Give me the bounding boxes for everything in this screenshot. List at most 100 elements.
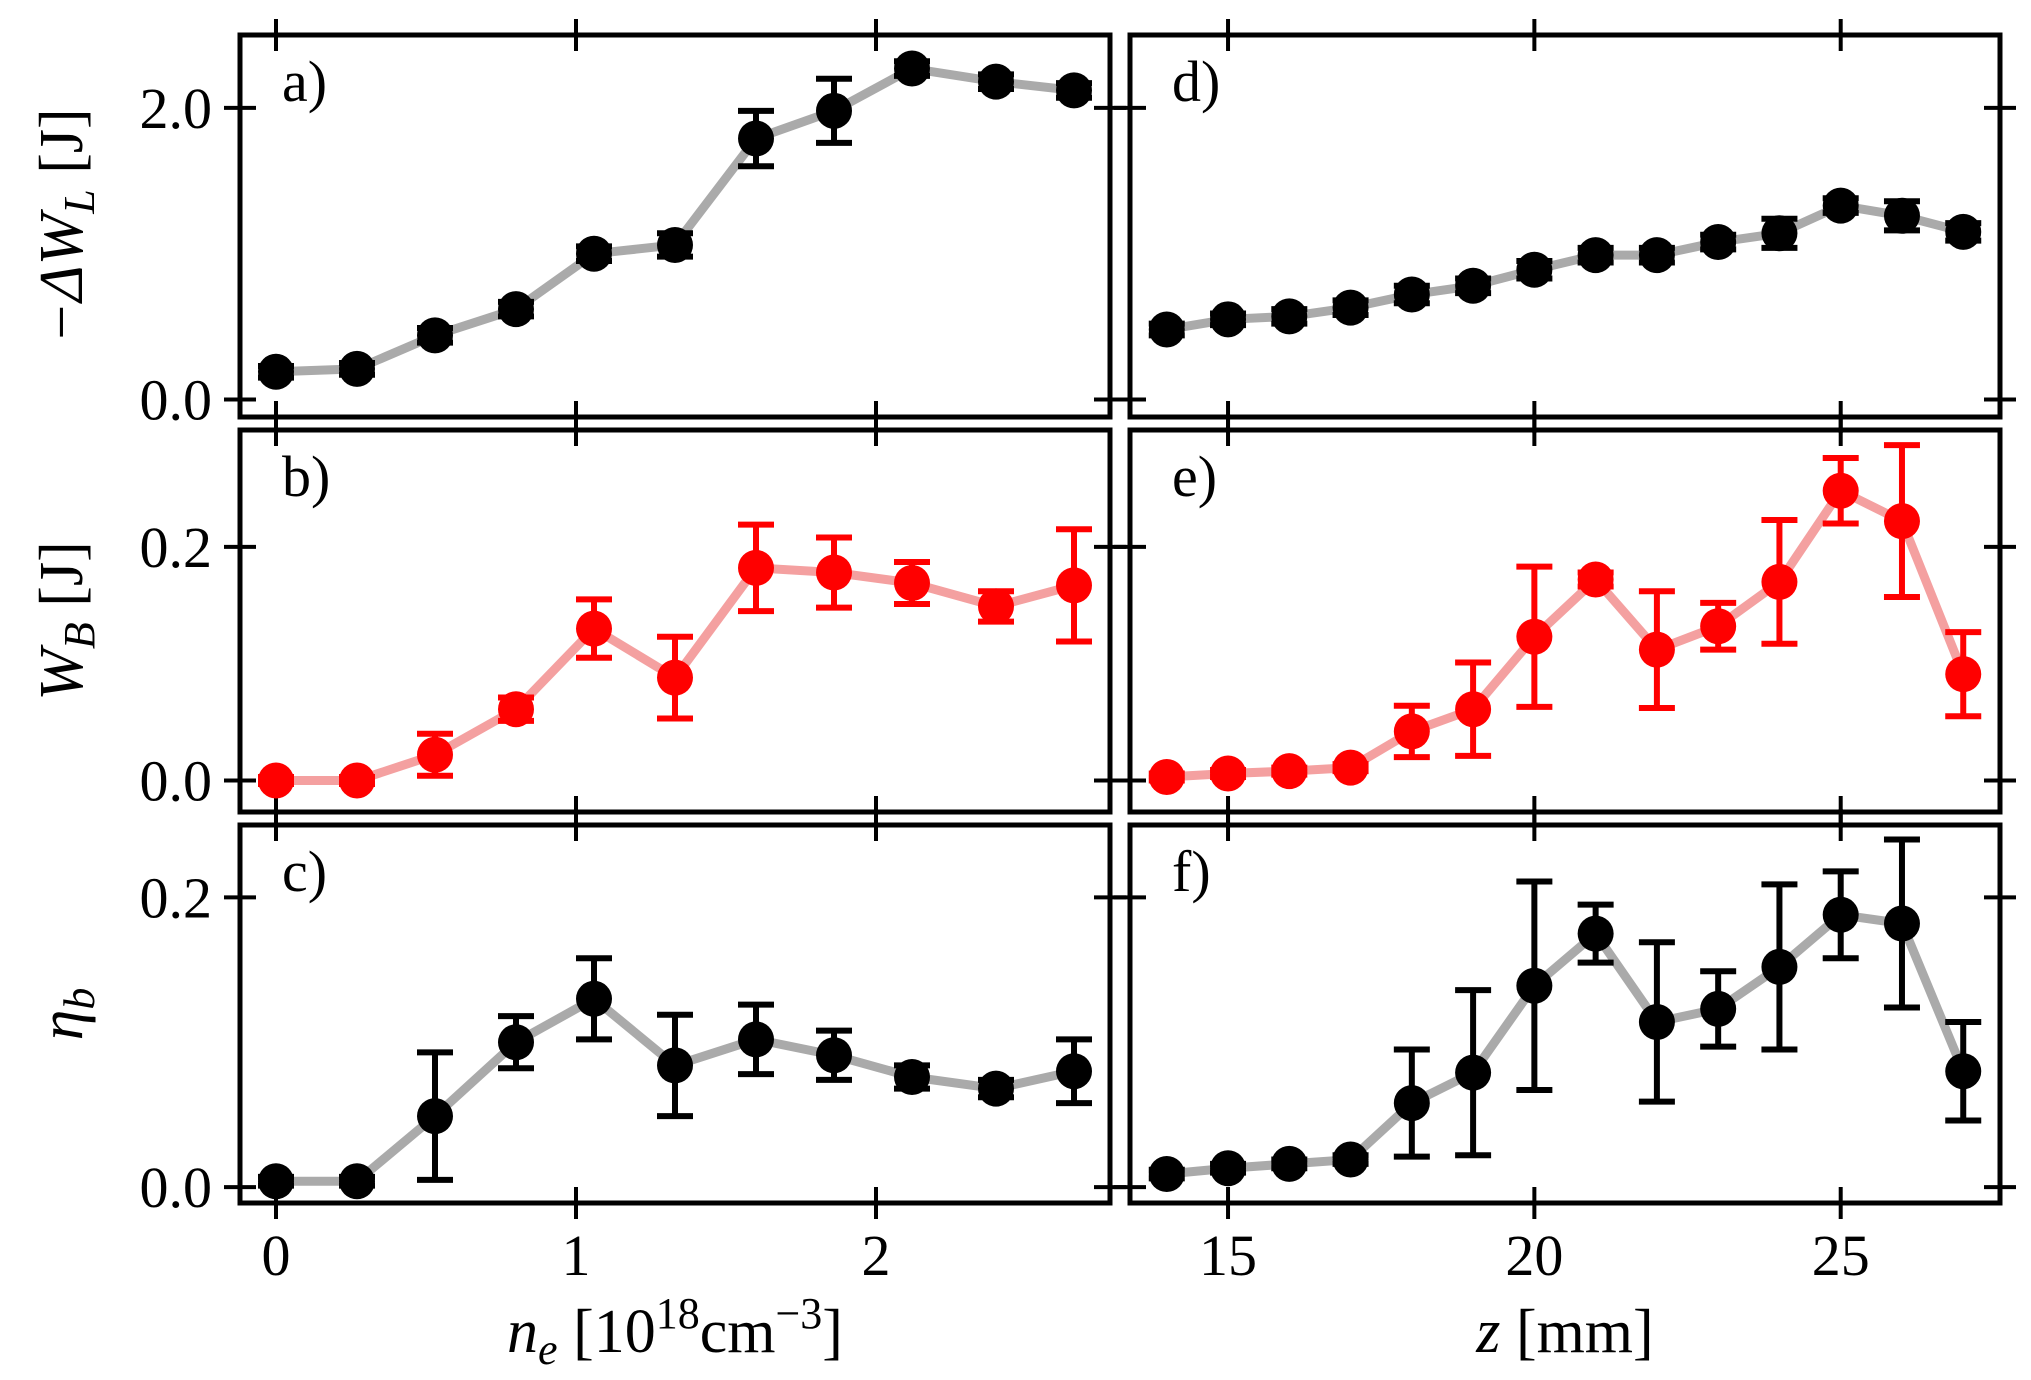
data-point [1393,276,1430,313]
data-point [498,691,534,728]
x-axis-title: z [mm] [1475,1298,1653,1366]
data-point [978,1070,1014,1107]
y-tick-label: 0.2 [140,865,213,930]
axes-frame [237,822,1113,1206]
x-axis-symbol: n [507,1298,538,1366]
data-point [1516,967,1553,1004]
panel-label: e) [1172,444,1217,509]
data-point [816,92,852,129]
data-point [1148,758,1185,795]
x-axis-superscript: 18 [656,1289,700,1338]
data-point [1761,948,1798,985]
data-point [1516,251,1553,288]
data-point [1516,618,1553,655]
data-point [1945,656,1982,693]
axes-frame [237,427,1113,815]
panel-d: d) [1114,19,2016,433]
data-point [894,1059,930,1095]
data-point [1332,1141,1369,1178]
data-point [258,762,294,799]
data-point [1883,503,1920,540]
x-axis-symbol: z [1475,1298,1500,1366]
data-point [576,235,612,272]
data-point [1332,289,1369,326]
x-axis-superscript: −3 [775,1289,822,1338]
x-tick-label: 25 [1812,1223,1870,1288]
data-point [738,120,774,157]
data-point [1638,1003,1675,1040]
data-point [1210,301,1247,338]
data-point [417,317,453,354]
data-point [417,736,453,773]
x-axis-unit: [10 [558,1298,656,1366]
data-point [1332,749,1369,786]
data-point [339,762,375,799]
panel-label: d) [1172,49,1220,114]
data-point [1271,1145,1308,1182]
data-point [339,350,375,387]
y-axis-subscript: L [55,189,104,214]
y-axis-title: −ΔWL [J] [28,108,104,343]
x-axis-unit: cm [700,1298,776,1366]
series-line [275,64,1075,377]
x-axis-subscript: e [538,1325,558,1374]
axes-frame [1127,822,2003,1206]
data-point [894,565,930,602]
panel-label: b) [282,444,330,509]
axes-frame [1127,427,2003,815]
y-axis-symbol: η [28,1010,96,1041]
data-point [657,1047,693,1084]
data-point [1577,561,1614,598]
data-point [1455,1054,1492,1091]
data-point [1822,187,1859,224]
x-axis-unit: [mm] [1500,1298,1653,1366]
data-point [1700,224,1737,261]
data-point [738,549,774,586]
y-axis-symbol: W [28,644,96,701]
data-point [1210,755,1247,792]
panel-f: 15 20 25 f) z [mm] [1114,809,2016,1366]
data-point [1455,691,1492,728]
data-point [1056,1053,1092,1090]
x-tick-label: 1 [562,1223,591,1288]
data-point [1271,298,1308,335]
data-point [1638,631,1675,668]
data-point [1761,563,1798,600]
data-point [1577,237,1614,274]
data-point [738,1021,774,1058]
data-point [576,980,612,1017]
y-tick-label: 2.0 [140,76,213,141]
series-line [1166,910,1968,1179]
x-tick-label: 15 [1199,1223,1257,1288]
y-axis-title: WB [J] [28,541,104,700]
data-point [576,610,612,647]
data-point [1393,1085,1430,1122]
axes-frame [237,32,1113,420]
x-tick-label: 20 [1505,1223,1563,1288]
panel-c: 0.0 0.2 0 1 2 c) ηb ne [1018cm−3] [28,809,1126,1374]
data-point [1700,608,1737,645]
panel-e: e) [1114,414,2016,828]
data-point [657,226,693,263]
data-point [657,659,693,696]
y-axis-unit: [J] [28,541,96,622]
data-point [1822,896,1859,933]
data-point [1945,1053,1982,1090]
x-axis-title: ne [1018cm−3] [507,1289,843,1374]
data-point [1393,713,1430,750]
data-point [417,1098,453,1135]
panel-a: 0.0 2.0 a) −ΔWL [J] [28,19,1126,433]
panel-label: a) [282,49,327,114]
data-point [1056,567,1092,604]
x-tick-label: 0 [262,1223,291,1288]
panel-label: c) [282,839,327,904]
y-axis-subscript: B [55,622,104,649]
data-point [1455,267,1492,304]
panel-label: f) [1172,839,1211,904]
panel-b: 0.0 0.2 b) WB [J] [28,414,1126,828]
data-point [1577,915,1614,952]
data-point [498,1024,534,1061]
x-axis-unit: ] [822,1298,843,1366]
data-point [1945,213,1982,250]
